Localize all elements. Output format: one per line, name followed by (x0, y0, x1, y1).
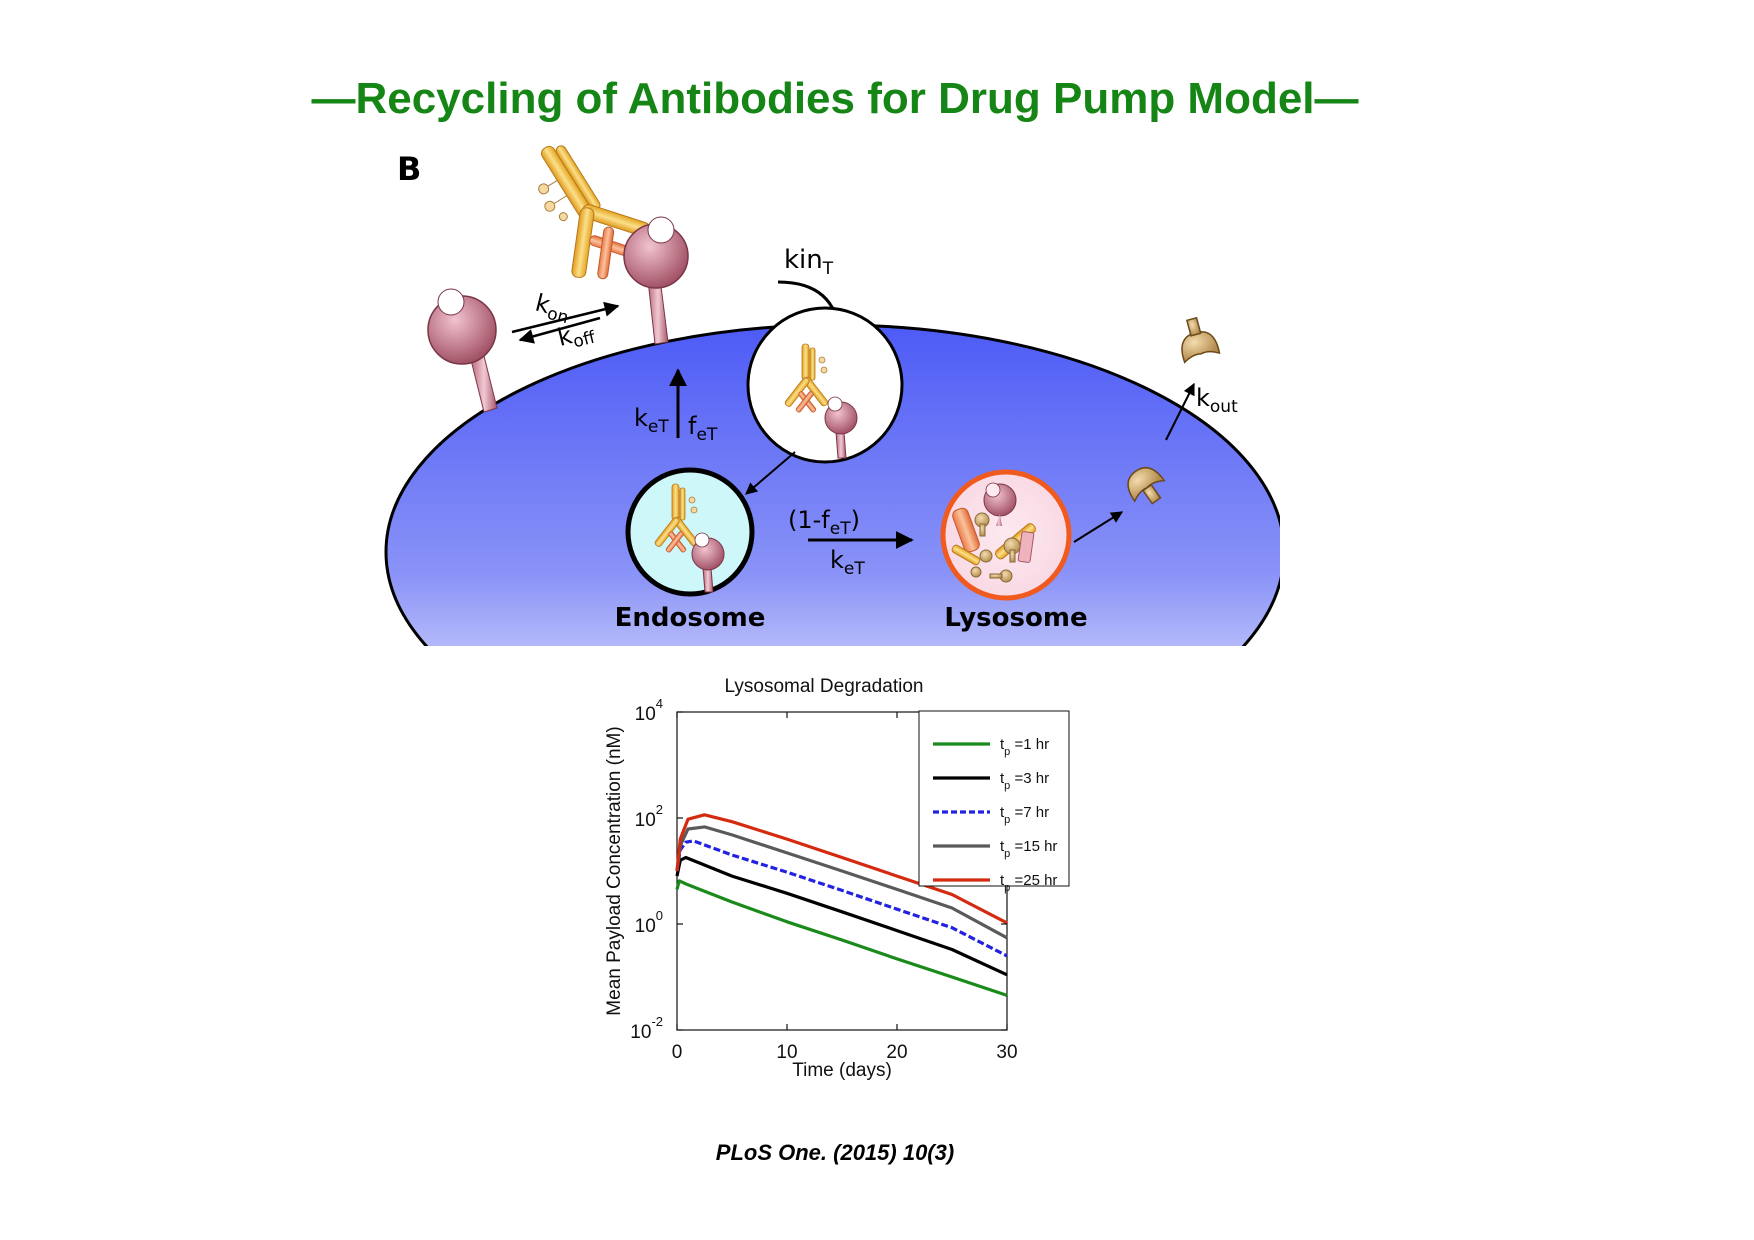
to-endosome-arrow (745, 451, 796, 495)
legend: tp =1 hr tp =3 hr tp =7 hr tp =15 hr tp =25 … (918, 710, 1070, 894)
x-tick-label: 30 (996, 1042, 1017, 1063)
kon-label: kon (532, 289, 574, 329)
y-tick-label: 10-2 (630, 1014, 663, 1043)
endosome-label: Endosome (615, 603, 766, 633)
kin-label: kinT (784, 245, 834, 279)
legend-label: tp =3 hr (1000, 770, 1049, 792)
payload-intracellular (1127, 466, 1166, 505)
fe-label: feT (688, 412, 718, 445)
kon-arrow (511, 301, 620, 334)
endosome (625, 467, 755, 597)
series-line-2 (675, 855, 1008, 977)
axes-layer: 0 10 20 30 10-2 100 102 104 (630, 696, 1017, 1063)
koff-arrow (518, 316, 601, 344)
internalization-vesicle (746, 306, 904, 464)
series-line-3 (675, 839, 1008, 958)
kout-label: kout (1196, 384, 1238, 417)
panel-label: B (397, 150, 421, 188)
lysosome (940, 469, 1072, 601)
x-axis-label: Time (days) (792, 1060, 892, 1081)
lysosome-label: Lysosome (944, 603, 1087, 633)
y-tick-label: 102 (635, 802, 663, 831)
legend-label: tp =1 hr (1000, 736, 1049, 758)
y-tick-label: 104 (635, 696, 663, 725)
free-antibody (538, 145, 651, 280)
y-tick-label: 100 (635, 908, 663, 937)
citation: PLoS One. (2015) 10(3) (715, 1140, 955, 1165)
y-axis-label: Mean Payload Concentration (nM) (604, 726, 625, 1015)
series-layer (675, 813, 1008, 997)
x-tick-label: 10 (776, 1042, 797, 1063)
legend-label: tp =15 hr (1000, 838, 1057, 860)
x-tick-label: 20 (886, 1042, 907, 1063)
release-arrow (1073, 511, 1124, 543)
series-line-1 (675, 879, 1008, 997)
slide-title: —Recycling of Antibodies for Drug Pump M… (311, 74, 1359, 123)
chart-title: Lysosomal Degradation (725, 676, 924, 697)
x-tick-label: 0 (672, 1042, 683, 1063)
receptor-left (427, 288, 498, 413)
receptor-middle (623, 216, 689, 345)
series-line-4 (675, 825, 1008, 940)
ke-label: keT (634, 404, 669, 437)
legend-label: tp =25 hr (1000, 872, 1057, 894)
degradation-rate-label: keT (830, 546, 865, 579)
kout-arrow (1165, 382, 1195, 441)
degradation-fraction-label: (1-feT) (788, 506, 860, 539)
legend-label: tp =7 hr (1000, 804, 1049, 826)
legend-box (918, 710, 1070, 887)
payload-extracellular (1181, 316, 1221, 364)
